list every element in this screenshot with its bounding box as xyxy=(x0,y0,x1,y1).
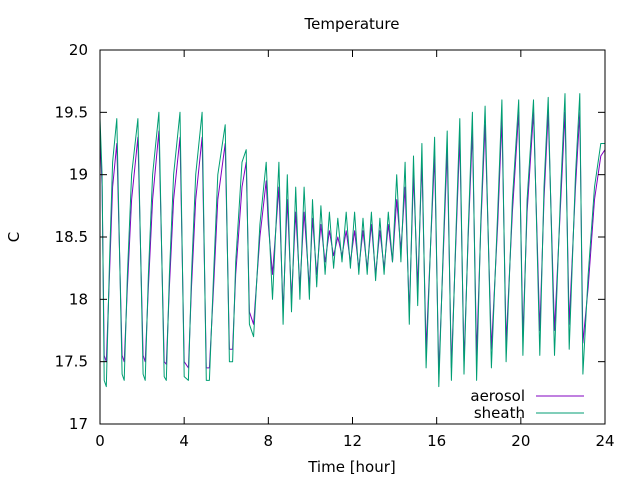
legend-label-aerosol: aerosol xyxy=(470,387,525,405)
y-axis-ticks: 17 17.5 18 18.5 19 19.5 20 xyxy=(55,41,605,433)
chart-title: Temperature xyxy=(303,15,399,33)
y-tick-label: 20 xyxy=(69,41,88,59)
x-tick-label: 24 xyxy=(595,432,614,450)
series-line-sheath xyxy=(99,93,605,388)
y-axis-label: C xyxy=(5,232,23,242)
y-tick-label: 19 xyxy=(69,166,88,184)
x-tick-label: 20 xyxy=(511,432,530,450)
y-tick-label: 17.5 xyxy=(55,353,88,371)
x-tick-label: 12 xyxy=(343,432,362,450)
x-tick-label: 4 xyxy=(179,432,189,450)
x-tick-label: 8 xyxy=(264,432,274,450)
x-tick-label: 16 xyxy=(427,432,446,450)
y-tick-label: 18 xyxy=(69,290,88,308)
plot-lines xyxy=(99,93,606,388)
x-axis-label: Time [hour] xyxy=(307,458,396,476)
y-tick-label: 18.5 xyxy=(55,228,88,246)
legend: aerosol sheath xyxy=(470,387,584,422)
y-tick-label: 17 xyxy=(69,415,88,433)
y-tick-label: 19.5 xyxy=(55,103,88,121)
x-tick-label: 0 xyxy=(95,432,105,450)
x-axis-ticks: 0 4 8 12 16 20 24 xyxy=(95,50,615,450)
legend-label-sheath: sheath xyxy=(474,404,525,422)
